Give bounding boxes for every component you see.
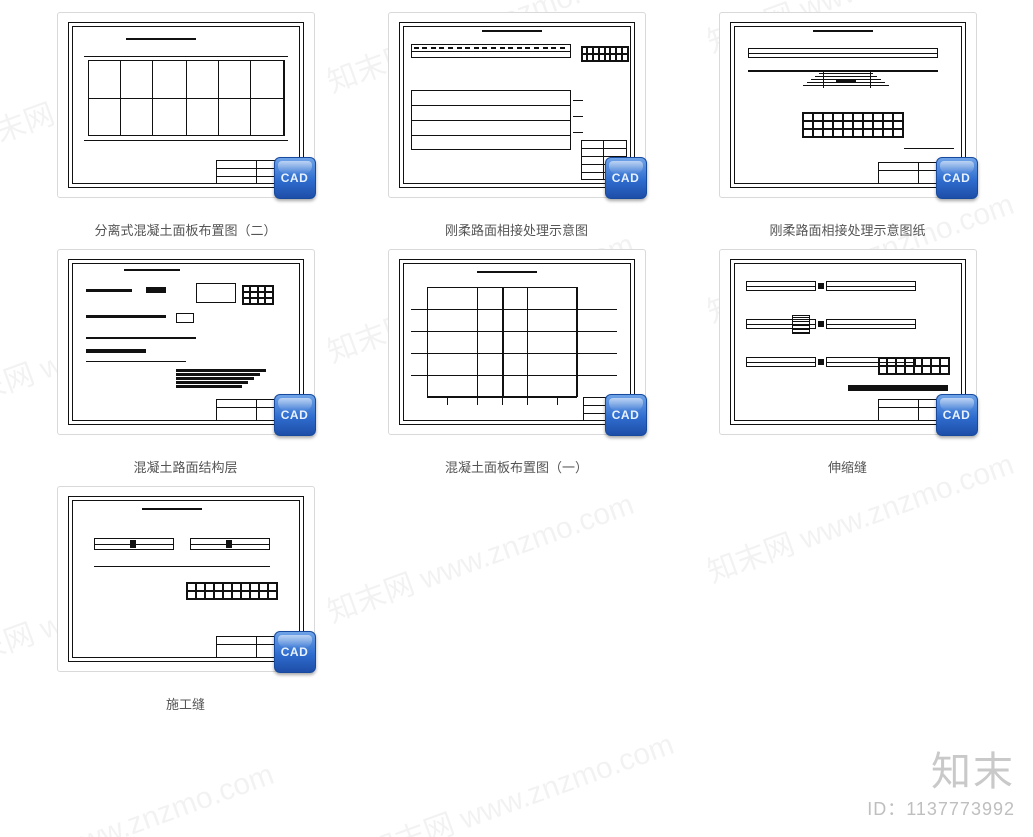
file-tile[interactable]: CAD 混凝土路面结构层 [40,249,331,476]
thumbnail[interactable]: CAD [719,12,977,198]
cad-badge-icon: CAD [274,394,316,436]
brand-logo-text: 知末 [931,739,1015,797]
drawing-preview [66,20,306,190]
file-tile[interactable]: CAD 施工缝 [40,486,331,713]
thumbnail-caption: 混凝土路面结构层 [133,457,237,476]
drawing-preview [397,20,637,190]
cad-badge-icon: CAD [274,631,316,673]
thumbnail[interactable]: CAD [388,12,646,198]
thumbnail[interactable]: CAD [57,486,315,672]
cad-badge-icon: CAD [605,394,647,436]
drawing-preview [66,257,306,427]
cad-badge-icon: CAD [936,157,978,199]
file-tile[interactable]: CAD 混凝土面板布置图（一） [371,249,662,476]
thumbnail[interactable]: CAD [57,12,315,198]
thumbnail-caption: 施工缝 [166,694,205,713]
file-tile[interactable]: CAD 分离式混凝土面板布置图（二） [40,12,331,239]
thumbnail[interactable]: CAD [388,249,646,435]
thumbnail-caption: 混凝土面板布置图（一） [445,457,588,476]
watermark-text: 知末网 www.znzmo.com [0,749,279,837]
drawing-preview [728,20,968,190]
cad-badge-icon: CAD [274,157,316,199]
file-tile[interactable]: CAD 刚柔路面相接处理示意图纸 [702,12,993,239]
brand-id-text: ID：1137773992 [867,795,1015,821]
file-tile[interactable]: CAD 刚柔路面相接处理示意图 [371,12,662,239]
thumbnail-caption: 分离式混凝土面板布置图（二） [94,220,276,239]
thumbnail-caption: 伸缩缝 [828,457,867,476]
drawing-preview [397,257,637,427]
thumbnail-caption: 刚柔路面相接处理示意图纸 [769,220,925,239]
drawing-preview [728,257,968,427]
drawing-preview [66,494,306,664]
file-tile[interactable]: CAD 伸缩缝 [702,249,993,476]
cad-badge-icon: CAD [605,157,647,199]
cad-badge-icon: CAD [936,394,978,436]
thumbnail[interactable]: CAD [719,249,977,435]
thumbnail[interactable]: CAD [57,249,315,435]
thumbnail-caption: 刚柔路面相接处理示意图 [445,220,588,239]
watermark-text: 知末网 www.znzmo.com [360,719,679,837]
